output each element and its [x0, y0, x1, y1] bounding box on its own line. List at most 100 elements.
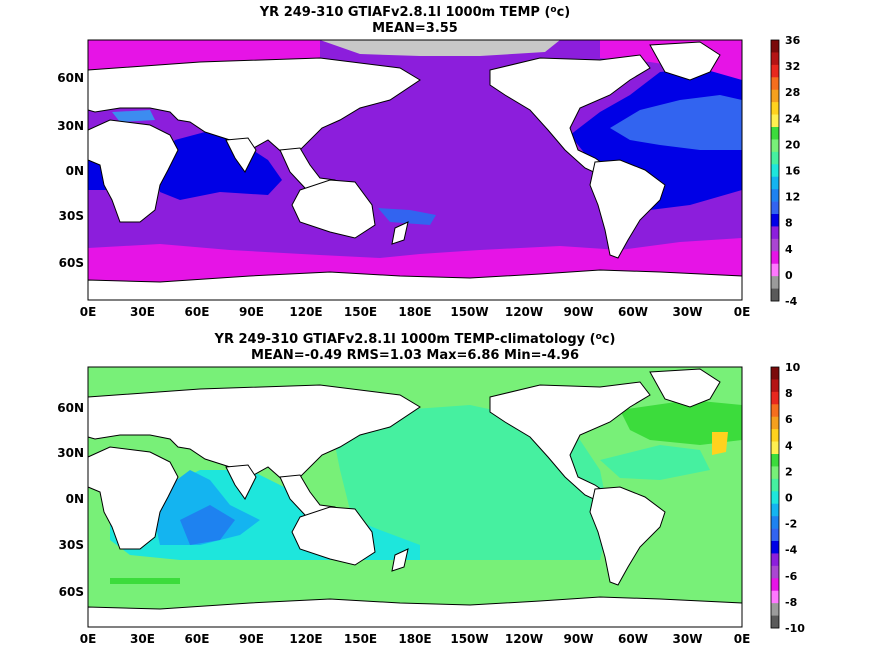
top-map-frame: [87, 39, 743, 301]
top-med-lightblue: [112, 110, 155, 122]
lon-label: 0E: [734, 305, 751, 319]
colorbar-swatch: [771, 491, 779, 505]
lon-label: 30E: [130, 305, 155, 319]
panel-bottom: YR 249-310 GTIAFv2.8.1l 1000m TEMP-clima…: [57, 332, 805, 646]
colorbar-swatch: [771, 127, 779, 140]
colorbar-swatch: [771, 503, 779, 517]
colorbar-label: -2: [785, 518, 797, 531]
bottom-southern-green: [110, 578, 180, 584]
colorbar-swatch: [771, 391, 779, 405]
lon-label: 90E: [239, 632, 264, 646]
colorbar-swatch: [771, 615, 779, 629]
lon-label: 90E: [239, 305, 264, 319]
top-lat-label: 30N: [57, 119, 84, 133]
colorbar-swatch: [771, 429, 779, 442]
top-lon-axis: 0E 30E 60E 90E 120E 150E 180E 150W 120W 90W 60W 30W…: [80, 305, 751, 319]
colorbar-label: -6: [785, 570, 798, 583]
bottom-map-frame: [87, 366, 743, 628]
top-arctic-ice: [320, 40, 560, 56]
bottom-southern-lightgreen: [88, 560, 742, 605]
top-nz: [391, 221, 409, 245]
colorbar-swatch: [771, 263, 779, 277]
top-australia: [291, 179, 376, 239]
colorbar-label: 12: [785, 191, 800, 204]
colorbar-label: 32: [785, 60, 800, 73]
colorbar-swatch: [771, 214, 779, 227]
lon-label: 30W: [673, 632, 703, 646]
colorbar-label: -10: [785, 622, 805, 635]
lon-label: 0E: [734, 632, 751, 646]
bottom-map: [87, 366, 743, 628]
lon-label: 0E: [80, 305, 97, 319]
top-lat-axis: 60N 30N 0N 30S 60S: [57, 71, 84, 270]
top-lat-label: 0N: [66, 164, 84, 178]
lon-label: 0E: [80, 632, 97, 646]
bottom-australia: [291, 506, 376, 566]
top-africa: [87, 119, 179, 223]
top-samerica: [589, 159, 666, 259]
colorbar-swatch: [771, 114, 779, 128]
colorbar-label: 20: [785, 138, 801, 151]
colorbar-swatch: [771, 441, 779, 455]
bottom-lat-label: 30N: [57, 446, 84, 460]
colorbar-label: 16: [785, 165, 801, 178]
colorbar-swatch: [771, 516, 779, 529]
lon-label: 90W: [564, 632, 594, 646]
bottom-africa: [87, 446, 179, 550]
colorbar-swatch: [771, 590, 779, 604]
colorbar-label: -4: [785, 544, 798, 557]
bottom-land: [87, 368, 743, 628]
colorbar-frame: [770, 39, 780, 302]
bottom-greenland: [649, 368, 721, 408]
top-lat-label: 60S: [59, 256, 84, 270]
lon-label: 30E: [130, 632, 155, 646]
colorbar-swatch: [771, 528, 779, 542]
top-lat-label: 30S: [59, 209, 84, 223]
bottom-eurasia: [87, 384, 421, 483]
colorbar-swatch: [771, 89, 779, 103]
lon-label: 180E: [398, 632, 431, 646]
top-namerica: [489, 54, 651, 176]
colorbar-label: 36: [785, 34, 801, 47]
colorbar-label: 24: [785, 112, 801, 125]
top-greenland: [649, 41, 721, 81]
colorbar-swatch: [771, 541, 779, 554]
lon-label: 120E: [289, 632, 322, 646]
colorbar-swatch: [771, 77, 779, 91]
colorbar-label: 4: [785, 243, 793, 256]
colorbar-label: -8: [785, 596, 797, 609]
top-tasman-blue: [378, 208, 436, 225]
colorbar-swatch: [771, 478, 779, 492]
colorbar-swatch: [771, 201, 779, 215]
colorbar-swatch: [771, 603, 779, 616]
colorbar-label: 8: [785, 217, 793, 230]
colorbar-swatch: [771, 52, 779, 66]
colorbar-swatch: [771, 379, 779, 393]
colorbar-swatch: [771, 226, 779, 240]
colorbar-swatch: [771, 416, 779, 430]
lon-label: 150E: [344, 305, 377, 319]
lon-label: 60W: [618, 305, 648, 319]
bottom-lat-axis: 60N 30N 0N 30S 60S: [57, 401, 84, 599]
colorbar-label: 28: [785, 86, 800, 99]
colorbar-label: -4: [785, 295, 798, 308]
lon-label: 150E: [344, 632, 377, 646]
colorbar-label: 2: [785, 465, 793, 478]
colorbar-label: 0: [785, 492, 793, 505]
colorbar-swatch: [771, 454, 779, 467]
colorbar-label: 0: [785, 269, 793, 282]
top-title-line1: YR 249-310 GTIAFv2.8.1l 1000m TEMP (oc): [259, 5, 570, 20]
colorbar-swatch: [771, 288, 779, 302]
panel-top: YR 249-310 GTIAFv2.8.1l 1000m TEMP (oc) …: [57, 5, 800, 319]
top-atlantic-midblue: [610, 95, 742, 150]
bottom-title-line1: YR 249-310 GTIAFv2.8.1l 1000m TEMP-clima…: [214, 332, 616, 347]
colorbar-swatch: [771, 578, 779, 592]
lon-label: 60W: [618, 632, 648, 646]
colorbar-swatch: [771, 553, 779, 567]
top-title-line2: MEAN=3.55: [372, 21, 458, 36]
bottom-lat-label: 60N: [57, 401, 84, 415]
bottom-india: [225, 464, 257, 500]
colorbar-label: 10: [785, 361, 801, 374]
bottom-nz: [391, 548, 409, 572]
